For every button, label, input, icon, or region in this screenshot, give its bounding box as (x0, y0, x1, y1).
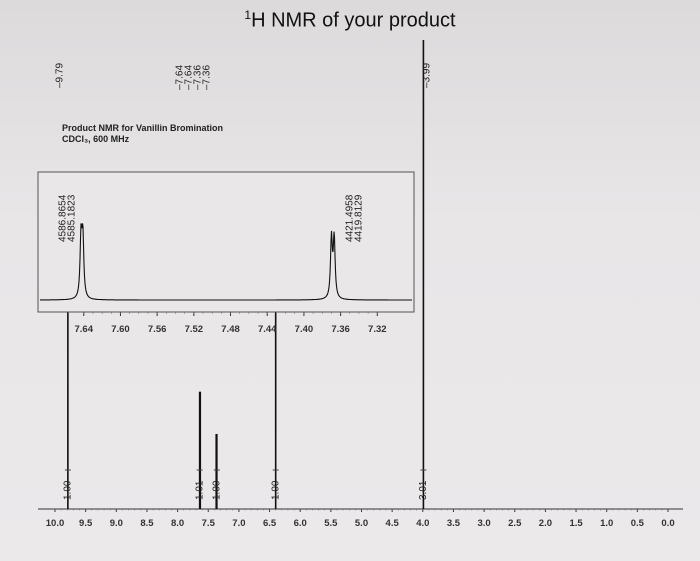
inset-peaks (40, 223, 412, 301)
inset-hz-label: 4419.8129 (354, 194, 365, 242)
inset-tick-label: 7.48 (221, 324, 240, 335)
integral-value: 1.00 (211, 480, 222, 500)
chart-title: 1H NMR of your product (0, 8, 700, 33)
peak-shift-label: –7.64 (184, 65, 195, 90)
peak-shift-label: –7.36 (202, 65, 213, 90)
inset-frame (37, 171, 415, 313)
integral-value: 1.00 (270, 480, 281, 500)
title-superscript: 1 (244, 8, 252, 22)
peak-shift-label: –3.99 (422, 63, 433, 88)
inset-hz-label: 4586.8654 (58, 194, 69, 242)
integral-value: 1.00 (63, 480, 74, 500)
main-tick-label: 7.5 (202, 518, 216, 529)
inset-tick-label: 7.36 (331, 324, 350, 335)
main-tick-label: 3.5 (447, 518, 461, 529)
main-tick-label: 5.5 (324, 518, 338, 529)
integral-value: 1.01 (194, 480, 205, 500)
main-tick-label: 0.5 (631, 518, 645, 529)
inset-tick-label: 7.60 (111, 324, 130, 335)
main-tick-label: 4.5 (386, 518, 400, 529)
main-tick-label: 2.5 (508, 518, 522, 529)
peak-shift-label: –7.36 (193, 65, 204, 90)
inset-tick-label: 7.44 (258, 324, 277, 335)
main-tick-label: 1.5 (569, 518, 583, 529)
peak-shift-label: –9.79 (55, 63, 66, 88)
inset-hz-label: 4585.1823 (67, 194, 78, 242)
main-tick-label: 9.5 (79, 518, 93, 529)
peak-labels: –9.79 –7.64–7.64–7.36–7.36 –3.99 (55, 63, 433, 90)
main-tick-label: 4.0 (416, 518, 429, 529)
main-tick-label: 5.0 (355, 518, 368, 529)
main-tick-label: 8.5 (140, 518, 154, 529)
inset-hz-label: 4421.4958 (345, 194, 356, 242)
main-tick-label: 10.0 (46, 518, 65, 529)
main-tick-label: 9.0 (110, 518, 123, 529)
integral-labels: 1.00 1.01 1.00 1.00 3.01 (63, 469, 429, 500)
inset-tick-label: 7.56 (148, 324, 167, 335)
main-tick-label: 6.5 (263, 518, 277, 529)
inset-tick-label: 7.40 (295, 324, 314, 335)
main-axis-ticks: 10.0 9.5 9.0 8.5 8.0 7.5 7.0 6.5 6.0 5.5 5.0 4.5 4.0… (46, 509, 675, 529)
peak-shift-label: –7.64 (175, 65, 186, 90)
inset-lineshape (40, 223, 412, 301)
inset-tick-label: 7.52 (185, 324, 204, 335)
main-tick-label: 8.0 (171, 518, 184, 529)
inset-tick-label: 7.32 (368, 324, 387, 335)
title-text: H NMR of your product (251, 9, 456, 32)
sample-description: Product NMR for Vanillin Bromination (62, 123, 223, 133)
main-tick-label: 1.0 (600, 518, 613, 529)
main-tick-label: 2.0 (539, 518, 552, 529)
main-tick-label: 7.0 (232, 518, 245, 529)
inset-axis-ticks: 7.64 7.60 7.56 7.52 7.48 7.44 7.40 7.36 7.32 (75, 312, 387, 335)
inset-tick-label: 7.64 (75, 324, 94, 335)
main-tick-label: 6.0 (294, 518, 307, 529)
sample-conditions: CDCl₃, 600 MHz (62, 134, 130, 144)
integral-value: 3.01 (418, 480, 429, 500)
main-tick-label: 0.0 (661, 518, 674, 529)
main-tick-label: 3.0 (477, 518, 490, 529)
